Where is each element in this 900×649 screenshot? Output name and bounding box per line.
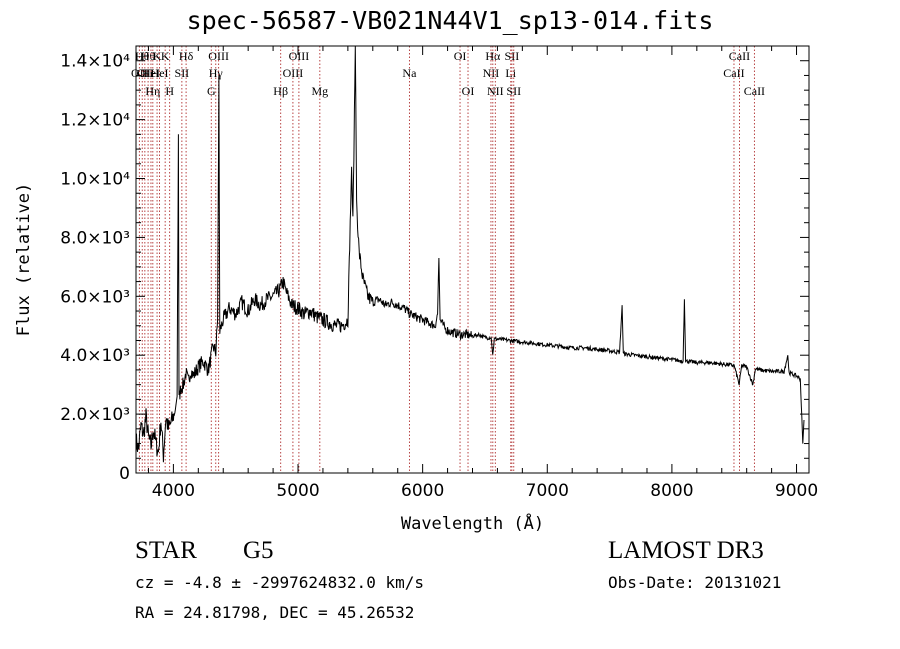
plot-frame [135,45,810,474]
line-label: OIII [289,49,310,63]
line-label: CaII [729,49,750,63]
line-label: SII [505,49,520,63]
line-label: Mg [311,84,328,98]
spectral-subclass: G5 [243,537,274,564]
line-label: Hθ [135,49,150,63]
obs-date: Obs-Date: 20131021 [608,573,782,592]
line-label: SII [506,84,521,98]
line-label: OI [454,49,467,63]
line-label: OI [462,84,475,98]
line-label: CaII [723,66,744,80]
x-tick-label: 5000 [276,481,319,501]
y-axis-label: Flux (relative) [14,183,34,337]
chart-title: spec-56587-VB021N44V1_sp13-014.fits [186,6,714,35]
y-tick-label: 6.0×10³ [60,287,130,307]
object-class: STAR [135,537,197,564]
y-tick-label: 4.0×10³ [60,346,130,366]
redshift-line: cz = -4.8 ± -2997624832.0 km/s [135,573,424,592]
line-label: Hη [145,84,160,98]
line-label: Hθ [141,49,156,63]
y-tick-label: 2.0×10³ [60,405,130,425]
y-tick-label: 1.0×10⁴ [60,170,130,190]
line-label: OII [137,66,154,80]
y-tick-label: 1.2×10⁴ [60,111,130,131]
x-tick-label: 6000 [401,481,444,501]
line-label: HeI [151,66,169,80]
x-tick-label: 4000 [152,481,195,501]
line-label: G [207,84,216,98]
line-label: CaII [744,84,765,98]
line-label: Na [402,66,417,80]
line-label: NII [483,66,500,80]
x-axis-label: Wavelength (Å) [401,512,544,534]
line-label: K [153,49,162,63]
line-label: Hα [485,49,501,63]
y-axis: 0 2.0×10³ 4.0×10³ 6.0×10³ 8.0×10³ 1.0×10⁴ 1.2×… [14,45,809,484]
x-axis: 4000 5000 6000 7000 8000 9000 Wavelength (Å) [147,46,818,534]
spectrum-line [135,45,805,463]
survey-name: LAMOST DR3 [608,537,764,564]
coordinates-line: RA = 24.81798, DEC = 45.26532 [135,603,415,622]
y-tick-label: 0 [119,464,130,484]
line-markers: OIIHθOIIHθHeIHηKHeIKHSIIHδGHγOIIIHβOIIIO… [131,46,765,473]
line-label: OIII [283,66,304,80]
line-label: H [165,84,174,98]
line-label: K [161,49,170,63]
line-label: Hβ [273,84,288,98]
line-label: OII [131,66,148,80]
line-label: HeI [142,66,160,80]
x-tick-label: 7000 [526,481,569,501]
y-tick-label: 8.0×10³ [60,228,130,248]
line-label: Li [505,66,516,80]
line-label: Hγ [209,66,224,80]
line-label: SII [175,66,190,80]
y-tick-label: 1.4×10⁴ [60,52,130,72]
line-label: NII [487,84,504,98]
line-label: Hδ [179,49,194,63]
x-tick-label: 8000 [650,481,693,501]
line-label: OIII [208,49,229,63]
x-tick-label: 9000 [775,481,818,501]
